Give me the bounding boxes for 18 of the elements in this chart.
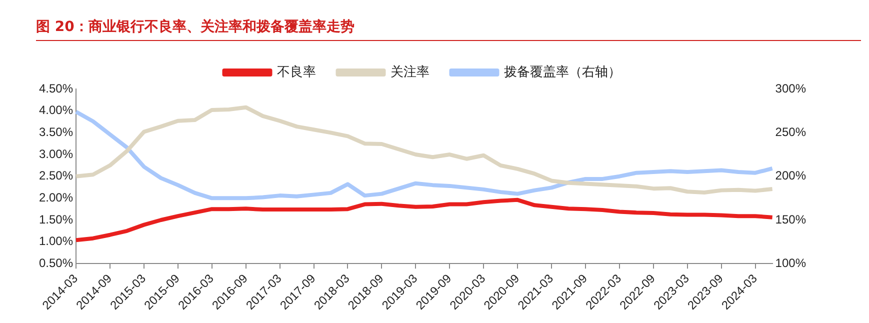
legend-label: 关注率	[390, 64, 430, 80]
y2-tick-label: 250%	[775, 124, 806, 139]
legend-label: 拨备覆盖率（右轴）	[504, 64, 621, 80]
legend-label: 不良率	[276, 64, 316, 80]
y-tick-label: 4.00%	[38, 103, 74, 118]
y-tick-label: 3.50%	[38, 124, 74, 139]
y-tick-label: 0.50%	[38, 256, 74, 270]
y-tick-label: 1.50%	[38, 212, 74, 226]
y-tick-label: 2.00%	[38, 190, 74, 204]
y-tick-label: 1.00%	[38, 234, 74, 248]
y2-tick-label: 100%	[775, 256, 806, 270]
y-tick-label: 4.50%	[38, 81, 74, 96]
y-tick-label: 3.00%	[38, 146, 74, 161]
chart-title: 图 20：商业银行不良率、关注率和拨备覆盖率走势	[36, 19, 354, 35]
y2-tick-label: 200%	[775, 168, 806, 183]
y2-tick-label: 300%	[775, 81, 806, 96]
y2-tick-label: 150%	[775, 212, 806, 226]
y-tick-label: 2.50%	[38, 168, 74, 183]
